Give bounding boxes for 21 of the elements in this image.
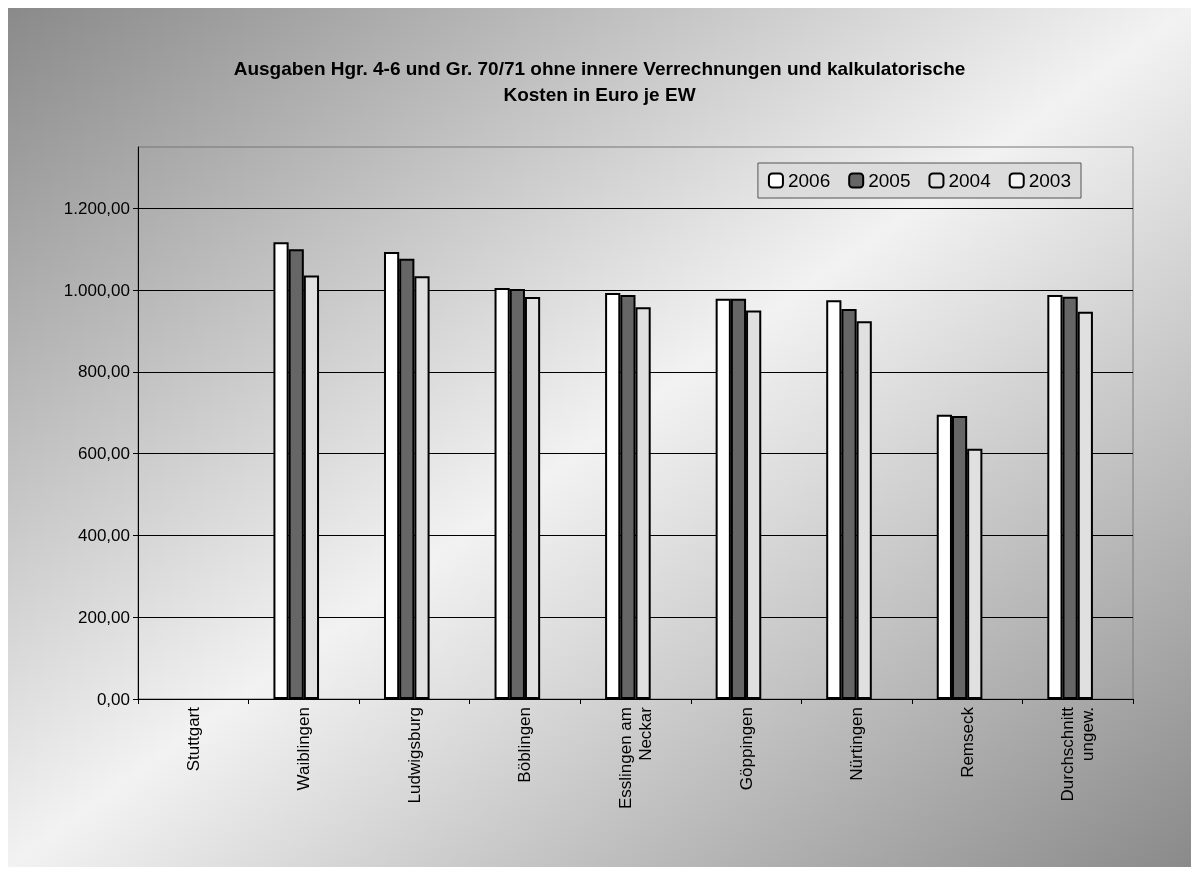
x-tick-label: Nürtingen: [847, 707, 867, 781]
x-tick-label: Göppingen: [736, 707, 756, 791]
y-tick-label: 400,00: [78, 525, 130, 545]
y-tick-label: 1.000,00: [63, 280, 130, 300]
legend-label: 2003: [1028, 170, 1072, 191]
x-tick-label: Waiblingen: [294, 707, 314, 791]
x-tick-label: Remseck: [957, 706, 977, 778]
chart-title: Ausgaben Hgr. 4-6 und Gr. 70/71 ohne innere Verrechnungen und kalkulatorische Kosten in Euro je EW: [233, 57, 966, 105]
y-tick-label: 1.200,00: [63, 198, 130, 218]
y-tick-label: 800,00: [78, 362, 130, 382]
legend-label: 2005: [868, 170, 911, 191]
y-tick-label: 0,00: [96, 689, 130, 709]
x-tick-label: Esslingen am Neckar: [616, 706, 655, 810]
legend-label: 2004: [948, 170, 992, 191]
x-tick-label: Stuttgart: [183, 706, 203, 772]
x-tick-label: Böblingen: [515, 707, 535, 783]
y-tick-label: 200,00: [78, 607, 130, 627]
x-tick-label: Durchschnitt ungew.: [1058, 706, 1098, 802]
y-tick-label: 600,00: [78, 444, 130, 464]
x-tick-label: Ludwigsburg: [404, 707, 424, 804]
legend-label: 2006: [787, 170, 831, 191]
